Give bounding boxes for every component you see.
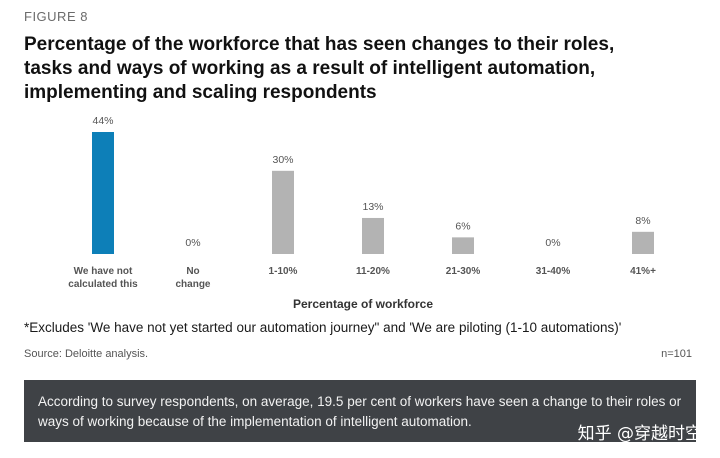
value-label-5: 0% (545, 237, 560, 249)
bar-2 (272, 170, 294, 254)
chart-title: Percentage of the workforce that has see… (24, 34, 615, 103)
sample-size: n=101 (661, 348, 692, 360)
bar-6 (632, 231, 654, 254)
summary-banner: According to survey respondents, on aver… (24, 380, 696, 442)
watermark: 知乎 @穿越时空 (577, 424, 702, 444)
bar-4 (452, 237, 474, 254)
value-label-1: 0% (185, 237, 200, 249)
bar-0 (92, 132, 114, 254)
value-label-2: 30% (272, 154, 293, 166)
figure-label: FIGURE 8 (24, 9, 88, 24)
value-label-0: 44% (92, 115, 113, 127)
category-label-5: 31-40% (536, 266, 571, 277)
value-label-6: 8% (635, 215, 650, 227)
value-label-4: 6% (455, 220, 470, 232)
bar-3 (362, 217, 384, 254)
x-axis-title: Percentage of workforce (293, 297, 433, 311)
category-label-2: 1-10% (269, 266, 298, 277)
category-label-1: No (186, 266, 199, 277)
bar-chart: 44% We have not calculated this 0% No change 3… (68, 115, 656, 311)
category-label-3: 11-20% (356, 266, 390, 277)
category-label-4: 21-30% (446, 266, 481, 277)
source-note: Source: Deloitte analysis. (24, 348, 149, 360)
category-label-0-line2: calculated this (68, 279, 138, 290)
value-label-3: 13% (362, 201, 383, 213)
category-label-1-line2: change (175, 279, 210, 290)
category-label-0: We have not (74, 266, 133, 277)
footnote: *Excludes 'We have not yet started our a… (24, 320, 622, 335)
category-label-6: 41%+ (630, 266, 656, 277)
